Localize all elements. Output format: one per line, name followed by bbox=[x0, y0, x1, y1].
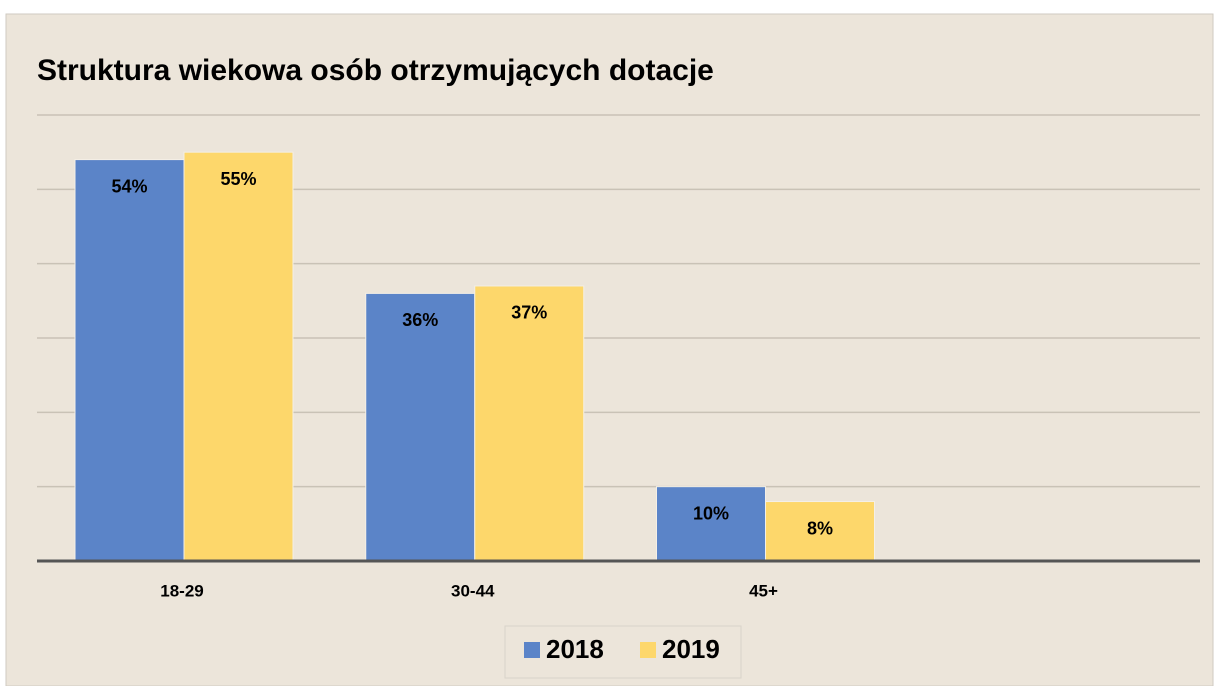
x-tick-label: 45+ bbox=[749, 581, 778, 600]
legend-box bbox=[504, 625, 742, 679]
value-label: 8% bbox=[807, 518, 833, 538]
value-label: 55% bbox=[220, 169, 256, 189]
x-tick-label: 18-29 bbox=[160, 581, 203, 600]
legend-label: 2019 bbox=[662, 634, 720, 664]
legend-swatch bbox=[640, 642, 656, 658]
bar bbox=[183, 151, 294, 562]
bar bbox=[365, 292, 476, 562]
value-label: 54% bbox=[111, 176, 147, 196]
bar bbox=[74, 159, 185, 562]
bar bbox=[474, 285, 585, 562]
bar bbox=[656, 486, 766, 562]
x-tick-label: 30-44 bbox=[451, 581, 495, 600]
bar bbox=[765, 501, 875, 562]
legend-label: 2018 bbox=[546, 634, 604, 664]
value-label: 36% bbox=[402, 310, 438, 330]
value-label: 37% bbox=[511, 303, 547, 323]
value-label: 10% bbox=[693, 503, 729, 523]
chart-title: Struktura wiekowa osób otrzymujących dot… bbox=[37, 54, 714, 87]
legend-swatch bbox=[524, 642, 540, 658]
